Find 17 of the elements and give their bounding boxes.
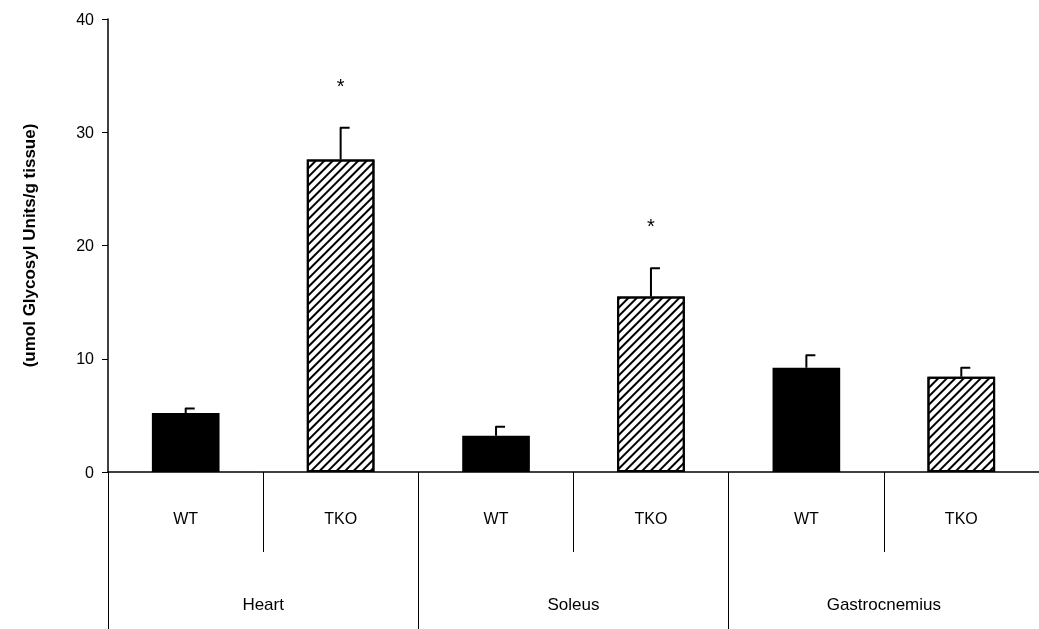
data-label: * xyxy=(336,74,345,97)
x-tick-label: Heart xyxy=(242,595,285,614)
text: WT xyxy=(173,509,199,527)
text: TKO xyxy=(944,509,978,527)
y-tick-label: 30 xyxy=(76,123,95,141)
text: WT xyxy=(483,509,509,527)
y-tick-label: 0 xyxy=(85,463,95,481)
x-tick-label: Soleus xyxy=(547,595,600,614)
y-tick-label: 20 xyxy=(76,237,95,254)
y-tick-label: 10 xyxy=(76,350,95,368)
data-label: * xyxy=(647,215,656,238)
x-tick-label: Gastrocnemius xyxy=(826,595,941,614)
y-tick-label: 40 xyxy=(76,10,95,28)
y-axis-title: (umol Glycosyl Units/g tissue) xyxy=(20,123,39,368)
text: WT xyxy=(793,509,819,527)
text: TKO xyxy=(324,509,358,527)
text: TKO xyxy=(634,509,668,527)
